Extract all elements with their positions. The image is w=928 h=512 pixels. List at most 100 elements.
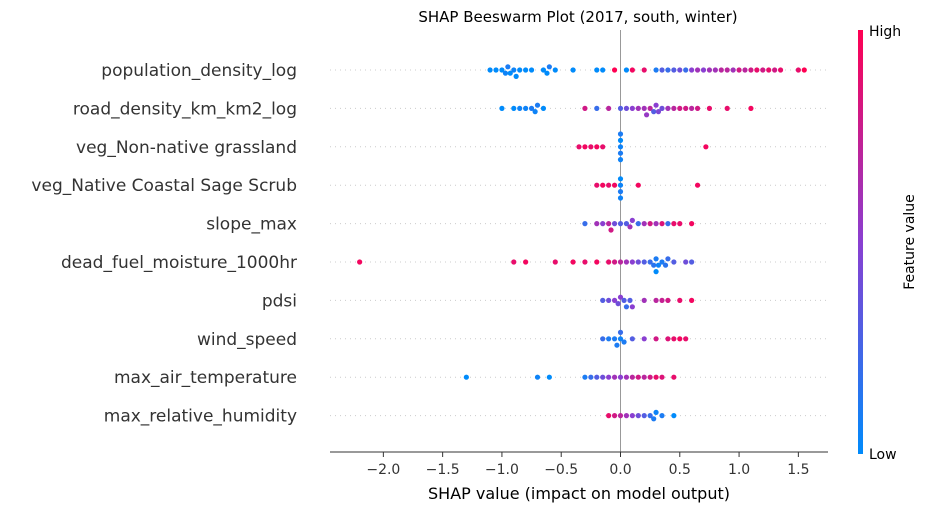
data-point bbox=[540, 105, 547, 111]
data-point bbox=[724, 67, 730, 73]
data-point bbox=[742, 67, 748, 73]
feature-label: wind_speed bbox=[197, 330, 297, 350]
x-tick-label: 1.5 bbox=[787, 462, 809, 478]
feature-label: population_density_log bbox=[101, 61, 297, 81]
data-point bbox=[777, 67, 784, 73]
data-point bbox=[629, 374, 635, 380]
data-point bbox=[659, 221, 665, 227]
feature-labels: population_density_log road_density_km_km… bbox=[31, 61, 297, 427]
data-point bbox=[677, 336, 683, 342]
data-point bbox=[623, 374, 630, 380]
data-point bbox=[606, 221, 612, 227]
data-point bbox=[600, 221, 606, 227]
data-point bbox=[748, 105, 754, 111]
feature-label: road_density_km_km2_log bbox=[73, 99, 297, 119]
data-point bbox=[641, 259, 647, 265]
data-point bbox=[724, 105, 730, 111]
data-point bbox=[576, 144, 582, 150]
feature-label: veg_Non-native grassland bbox=[76, 138, 297, 158]
data-point bbox=[795, 67, 801, 73]
data-point bbox=[505, 64, 511, 70]
data-point bbox=[523, 259, 529, 265]
data-point bbox=[617, 157, 624, 163]
feature-label: pdsi bbox=[262, 291, 297, 311]
data-point bbox=[635, 374, 641, 380]
data-point bbox=[511, 105, 517, 111]
x-axis-ticks: −2.0 −1.5 −1.0 −0.5 0.0 0.5 1.0 1.5 bbox=[366, 452, 809, 478]
data-point bbox=[629, 413, 635, 419]
data-point bbox=[623, 259, 630, 265]
data-point bbox=[570, 259, 576, 265]
data-point bbox=[513, 73, 519, 79]
data-point bbox=[659, 374, 665, 380]
data-point bbox=[493, 67, 499, 73]
data-point bbox=[647, 105, 653, 111]
data-point bbox=[617, 176, 624, 182]
data-point bbox=[629, 304, 635, 310]
data-point bbox=[594, 221, 600, 227]
data-point bbox=[614, 342, 620, 348]
data-point bbox=[689, 105, 695, 111]
data-point bbox=[653, 221, 659, 227]
data-point bbox=[617, 137, 624, 143]
data-point bbox=[671, 67, 677, 73]
data-point bbox=[635, 221, 641, 227]
data-point bbox=[653, 409, 659, 415]
x-tick-label: 0.5 bbox=[669, 462, 691, 478]
data-point bbox=[689, 297, 695, 303]
data-point bbox=[511, 67, 517, 73]
data-point bbox=[694, 105, 701, 111]
data-point bbox=[600, 144, 606, 150]
data-point bbox=[671, 374, 677, 380]
data-point bbox=[748, 67, 754, 73]
data-point bbox=[694, 182, 701, 188]
feature-label: slope_max bbox=[206, 215, 297, 235]
data-point bbox=[641, 297, 647, 303]
data-point bbox=[683, 105, 689, 111]
data-point bbox=[659, 67, 665, 73]
data-point bbox=[552, 67, 558, 73]
data-point bbox=[635, 182, 641, 188]
data-point bbox=[623, 304, 630, 310]
data-point bbox=[700, 67, 707, 73]
data-point bbox=[665, 221, 671, 227]
data-point bbox=[683, 67, 689, 73]
data-point bbox=[617, 259, 624, 265]
data-point bbox=[532, 109, 538, 115]
data-point bbox=[594, 182, 600, 188]
data-point bbox=[606, 105, 612, 111]
data-point bbox=[736, 67, 742, 73]
data-point bbox=[635, 259, 641, 265]
data-point bbox=[677, 221, 683, 227]
data-point bbox=[623, 67, 630, 73]
data-point bbox=[534, 102, 541, 108]
data-point bbox=[683, 259, 689, 265]
data-point bbox=[487, 67, 493, 73]
data-point bbox=[606, 374, 612, 380]
colorbar-title: Feature value bbox=[902, 194, 918, 290]
data-point bbox=[706, 67, 713, 73]
data-point bbox=[617, 105, 624, 111]
data-point bbox=[659, 413, 665, 419]
data-point bbox=[611, 221, 618, 227]
data-point bbox=[671, 336, 677, 342]
data-point bbox=[617, 374, 624, 380]
data-point bbox=[647, 259, 653, 265]
data-point bbox=[511, 259, 517, 265]
data-point bbox=[606, 259, 612, 265]
data-point bbox=[617, 131, 624, 137]
data-point bbox=[754, 67, 760, 73]
data-point bbox=[671, 413, 677, 419]
data-point bbox=[623, 221, 630, 227]
data-point bbox=[653, 67, 659, 73]
data-point bbox=[617, 221, 624, 227]
x-axis-title: SHAP value (impact on model output) bbox=[428, 484, 730, 503]
data-point bbox=[653, 269, 659, 275]
x-tick-label: −1.5 bbox=[426, 462, 460, 478]
data-point bbox=[544, 70, 550, 76]
data-point bbox=[689, 67, 695, 73]
data-point bbox=[706, 105, 713, 111]
data-point bbox=[703, 144, 709, 150]
data-point bbox=[651, 416, 657, 422]
